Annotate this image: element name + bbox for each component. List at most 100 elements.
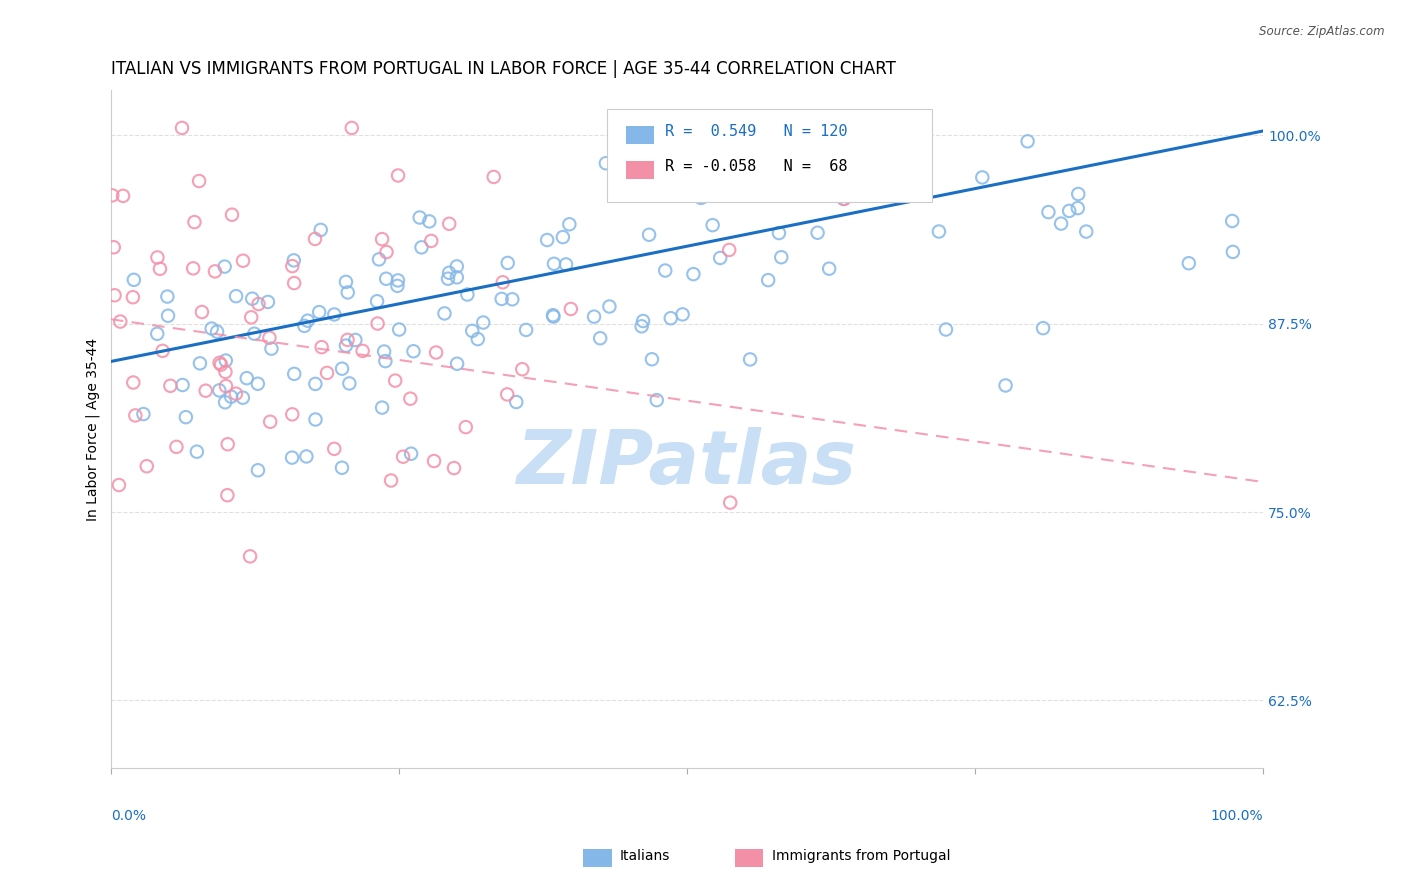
Point: [543, 257, 565, 271]
Point: [316, 366, 339, 380]
Point: [146, 251, 169, 265]
Point: [122, 376, 145, 390]
Point: [174, 410, 197, 425]
Point: [204, 264, 226, 278]
Text: ZIPatlas: ZIPatlas: [517, 426, 858, 500]
Point: [188, 174, 211, 188]
Point: [631, 314, 654, 328]
Point: [454, 420, 477, 434]
Point: [374, 354, 396, 368]
Point: [437, 266, 460, 280]
Point: [541, 308, 564, 322]
Point: [411, 240, 433, 254]
Point: [259, 331, 281, 345]
Point: [583, 310, 606, 324]
Point: [399, 447, 422, 461]
Point: [236, 371, 259, 385]
Text: 0.0%: 0.0%: [111, 809, 146, 823]
Point: [281, 450, 304, 465]
Point: [304, 376, 326, 391]
Point: [304, 232, 326, 246]
Point: [1220, 214, 1243, 228]
Point: [367, 317, 389, 331]
Point: [146, 326, 169, 341]
Point: [217, 437, 239, 451]
Point: [246, 463, 269, 477]
Point: [756, 273, 779, 287]
Point: [295, 450, 318, 464]
Point: [186, 444, 208, 458]
Point: [433, 306, 456, 320]
Point: [304, 412, 326, 426]
Point: [682, 267, 704, 281]
Point: [630, 319, 652, 334]
Text: Source: ZipAtlas.com: Source: ZipAtlas.com: [1260, 25, 1385, 38]
Point: [330, 361, 353, 376]
Point: [194, 384, 217, 398]
Text: R =  0.549   N = 120: R = 0.549 N = 120: [665, 124, 848, 138]
Point: [135, 459, 157, 474]
Text: ITALIAN VS IMMIGRANTS FROM PORTUGAL IN LABOR FORCE | AGE 35-44 CORRELATION CHART: ITALIAN VS IMMIGRANTS FROM PORTUGAL IN L…: [111, 60, 896, 78]
Text: Italians: Italians: [620, 849, 671, 863]
Point: [337, 376, 360, 391]
Point: [260, 342, 283, 356]
Point: [1038, 205, 1060, 219]
Point: [725, 163, 748, 178]
Point: [492, 275, 515, 289]
Point: [510, 362, 533, 376]
Point: [505, 395, 527, 409]
Text: 100.0%: 100.0%: [1211, 809, 1263, 823]
Point: [536, 233, 558, 247]
Point: [690, 191, 713, 205]
Point: [420, 234, 443, 248]
Point: [387, 278, 409, 293]
Point: [110, 315, 132, 329]
Point: [375, 245, 398, 260]
Point: [257, 294, 280, 309]
Point: [875, 177, 897, 191]
Point: [201, 321, 224, 335]
Point: [1017, 134, 1039, 148]
Point: [281, 259, 304, 273]
Point: [352, 343, 374, 358]
Point: [439, 217, 461, 231]
Point: [239, 549, 262, 564]
Point: [425, 345, 447, 359]
Point: [259, 415, 281, 429]
Point: [770, 250, 793, 264]
Point: [558, 217, 581, 231]
Point: [1067, 201, 1090, 215]
Point: [283, 367, 305, 381]
Y-axis label: In Labor Force | Age 35-44: In Labor Force | Age 35-44: [86, 338, 100, 521]
Point: [330, 460, 353, 475]
Point: [1057, 203, 1080, 218]
Point: [159, 379, 181, 393]
Point: [595, 156, 617, 170]
Point: [515, 323, 537, 337]
Point: [461, 324, 484, 338]
Point: [654, 263, 676, 277]
Point: [598, 300, 620, 314]
Point: [496, 387, 519, 401]
Point: [1067, 186, 1090, 201]
Point: [215, 379, 238, 393]
Point: [243, 326, 266, 341]
Point: [191, 305, 214, 319]
Point: [392, 450, 415, 464]
Point: [283, 253, 305, 268]
Point: [935, 322, 957, 336]
Point: [152, 343, 174, 358]
Point: [101, 188, 124, 202]
Point: [335, 275, 357, 289]
Point: [172, 378, 194, 392]
Point: [122, 290, 145, 304]
Point: [149, 261, 172, 276]
Point: [183, 215, 205, 229]
Point: [311, 340, 333, 354]
Point: [157, 309, 180, 323]
Point: [589, 331, 612, 345]
Point: [209, 358, 232, 372]
Point: [671, 307, 693, 321]
Point: [188, 356, 211, 370]
Point: [768, 226, 790, 240]
